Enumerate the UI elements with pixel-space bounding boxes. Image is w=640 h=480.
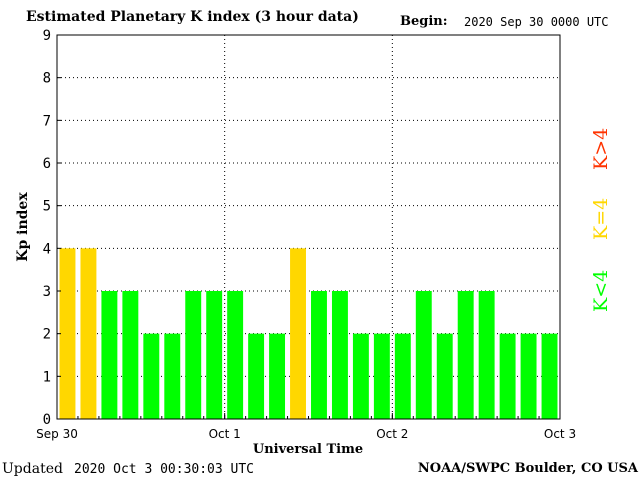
kp-bar <box>185 291 202 419</box>
kp-bar <box>352 333 369 419</box>
kp-bar <box>80 248 97 419</box>
legend-high: K>4 <box>590 127 612 170</box>
kp-bar <box>436 333 453 419</box>
x-tick-label: Oct 3 <box>544 427 576 441</box>
y-tick-label: 4 <box>43 241 51 257</box>
kp-bar <box>206 291 223 419</box>
kp-bar <box>248 333 265 419</box>
kp-bar <box>59 248 76 419</box>
y-tick-label: 7 <box>43 113 51 129</box>
kp-bar <box>101 291 118 419</box>
kp-bar <box>269 333 286 419</box>
kp-bar <box>520 333 537 419</box>
y-tick-label: 1 <box>43 369 51 385</box>
kp-bar <box>499 333 516 419</box>
grid-lines <box>57 35 560 419</box>
legend-mid: K=4 <box>590 197 612 240</box>
bars <box>59 248 558 419</box>
kp-bar <box>373 333 390 419</box>
y-tick-label: 3 <box>43 284 51 300</box>
legend-low: K<4 <box>590 269 612 312</box>
kp-bar <box>164 333 181 419</box>
y-tick-label: 9 <box>43 28 51 44</box>
kp-bar <box>143 333 160 419</box>
begin-value: 2020 Sep 30 0000 UTC <box>464 15 609 29</box>
y-ticks: 0 1 2 3 4 5 6 7 8 9 <box>43 28 61 428</box>
x-ticks: Sep 30 Oct 1 Oct 2 Oct 3 <box>36 413 576 441</box>
x-tick-label: Oct 2 <box>376 427 408 441</box>
kp-bar <box>394 333 411 419</box>
x-tick-label: Sep 30 <box>36 427 78 441</box>
kp-bar <box>290 248 306 419</box>
x-axis-label: Universal Time <box>253 442 363 457</box>
updated-timestamp: 2020 Oct 3 00:30:03 UTC <box>74 462 255 477</box>
y-tick-label: 5 <box>43 199 51 215</box>
kp-bar <box>311 291 327 419</box>
begin-label: Begin: <box>400 14 448 29</box>
kp-bar <box>415 291 432 419</box>
kp-bar <box>331 291 348 419</box>
updated-label: Updated <box>2 461 63 477</box>
y-tick-label: 6 <box>43 156 51 172</box>
y-tick-label: 2 <box>43 327 51 343</box>
x-tick-label: Oct 1 <box>209 427 241 441</box>
kp-bar <box>457 291 474 419</box>
chart-title: Estimated Planetary K index (3 hour data… <box>26 9 359 25</box>
kp-bar <box>122 291 139 419</box>
kp-bar <box>227 291 244 419</box>
credit: NOAA/SWPC Boulder, CO USA <box>417 461 638 476</box>
kp-bar <box>478 291 495 419</box>
y-axis-label: Kp index <box>15 192 31 262</box>
y-tick-label: 8 <box>43 71 51 87</box>
y-tick-label: 0 <box>43 412 51 428</box>
kp-bar <box>541 333 558 419</box>
